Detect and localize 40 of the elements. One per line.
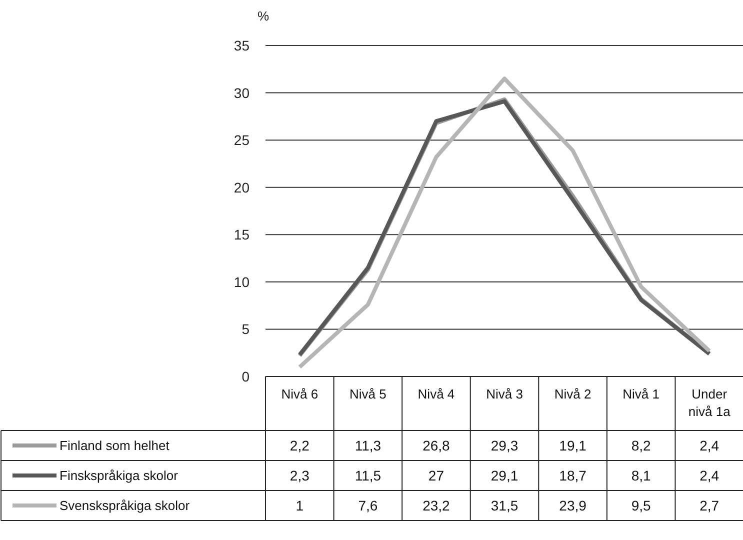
y-tick-label: 20	[234, 179, 250, 196]
data-label: 23,2	[422, 498, 450, 514]
data-label: 2,3	[290, 468, 310, 484]
data-label: 2,7	[700, 498, 720, 514]
legend-label: Svenskspråkiga skolor	[60, 498, 190, 513]
x-tick-label: Nivå 6	[281, 386, 318, 402]
data-label: 31,5	[490, 498, 518, 514]
data-label: 23,9	[559, 498, 587, 514]
y-tick-label: 35	[234, 38, 250, 54]
data-label: 8,2	[631, 438, 652, 454]
data-label: 1	[296, 498, 304, 514]
data-label: 27	[428, 468, 444, 484]
x-tick-label: Under nivå 1a	[688, 386, 732, 419]
y-tick-label: 15	[234, 226, 250, 243]
data-label: 2,4	[700, 438, 720, 454]
data-label: 11,5	[354, 468, 382, 484]
data-label: 18,7	[559, 468, 587, 484]
y-tick-label: 5	[242, 321, 250, 338]
x-tick-label: Nivå 2	[554, 386, 592, 402]
y-tick-label: 10	[234, 274, 250, 290]
x-tick-label: Nivå 1	[622, 386, 660, 402]
data-label: 11,3	[354, 438, 382, 454]
data-label: 2,4	[700, 468, 720, 484]
data-label: 7,6	[358, 498, 378, 514]
y-axis-title: %	[258, 8, 270, 24]
legend-label: Finskspråkiga skolor	[60, 468, 179, 483]
x-tick-label: Nivå 4	[418, 386, 455, 402]
x-tick-label: Nivå 5	[350, 386, 386, 402]
y-tick-label: 25	[234, 132, 250, 148]
data-label: 9,5	[631, 498, 652, 514]
data-label: 19,1	[559, 438, 587, 454]
data-label: 26,8	[422, 438, 450, 454]
y-tick-label: 0	[242, 368, 250, 384]
data-label: 2,2	[290, 438, 310, 454]
legend-label: Finland som helhet	[60, 438, 170, 453]
x-tick-label: Nivå 3	[486, 386, 523, 402]
data-label: 29,3	[490, 438, 518, 454]
data-label: 8,1	[631, 468, 652, 484]
data-label: 29,1	[490, 468, 518, 484]
y-tick-label: 30	[234, 84, 250, 101]
